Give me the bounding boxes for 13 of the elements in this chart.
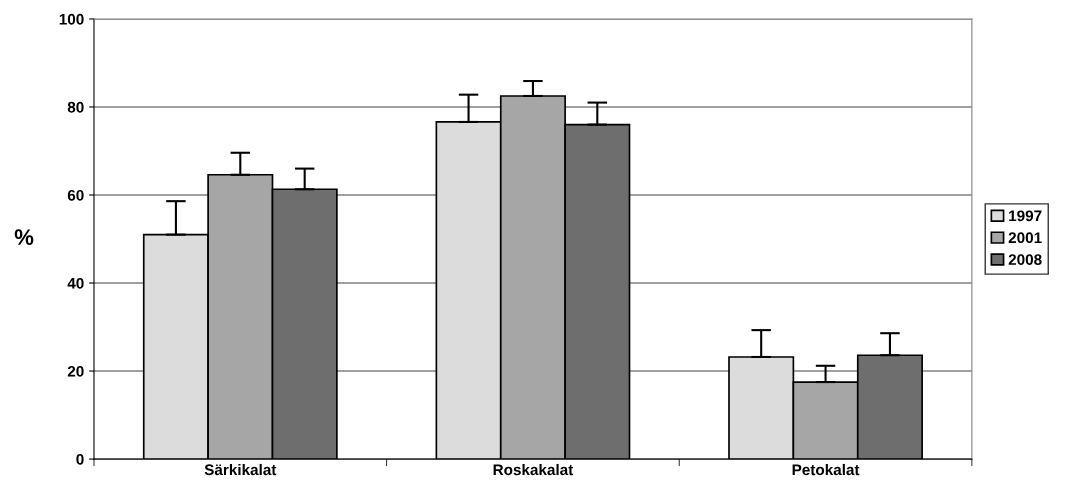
legend-label: 2001 <box>1008 232 1042 244</box>
x-tick-label: Petokalat <box>792 463 860 476</box>
y-tick-label: 80 <box>67 101 84 113</box>
y-tick-label: 60 <box>67 189 84 201</box>
x-tick-label: Särkikalat <box>204 463 277 476</box>
y-tick-label: 0 <box>76 453 84 465</box>
y-axis-title: % <box>14 229 34 245</box>
y-tick-label: 20 <box>67 365 84 377</box>
legend-label: 2008 <box>1008 254 1042 265</box>
legend-label: 1997 <box>1009 210 1042 222</box>
y-tick-label: 40 <box>67 277 84 289</box>
x-tick-label: Roskakalat <box>493 463 574 476</box>
y-tick-label: 100 <box>59 13 84 25</box>
